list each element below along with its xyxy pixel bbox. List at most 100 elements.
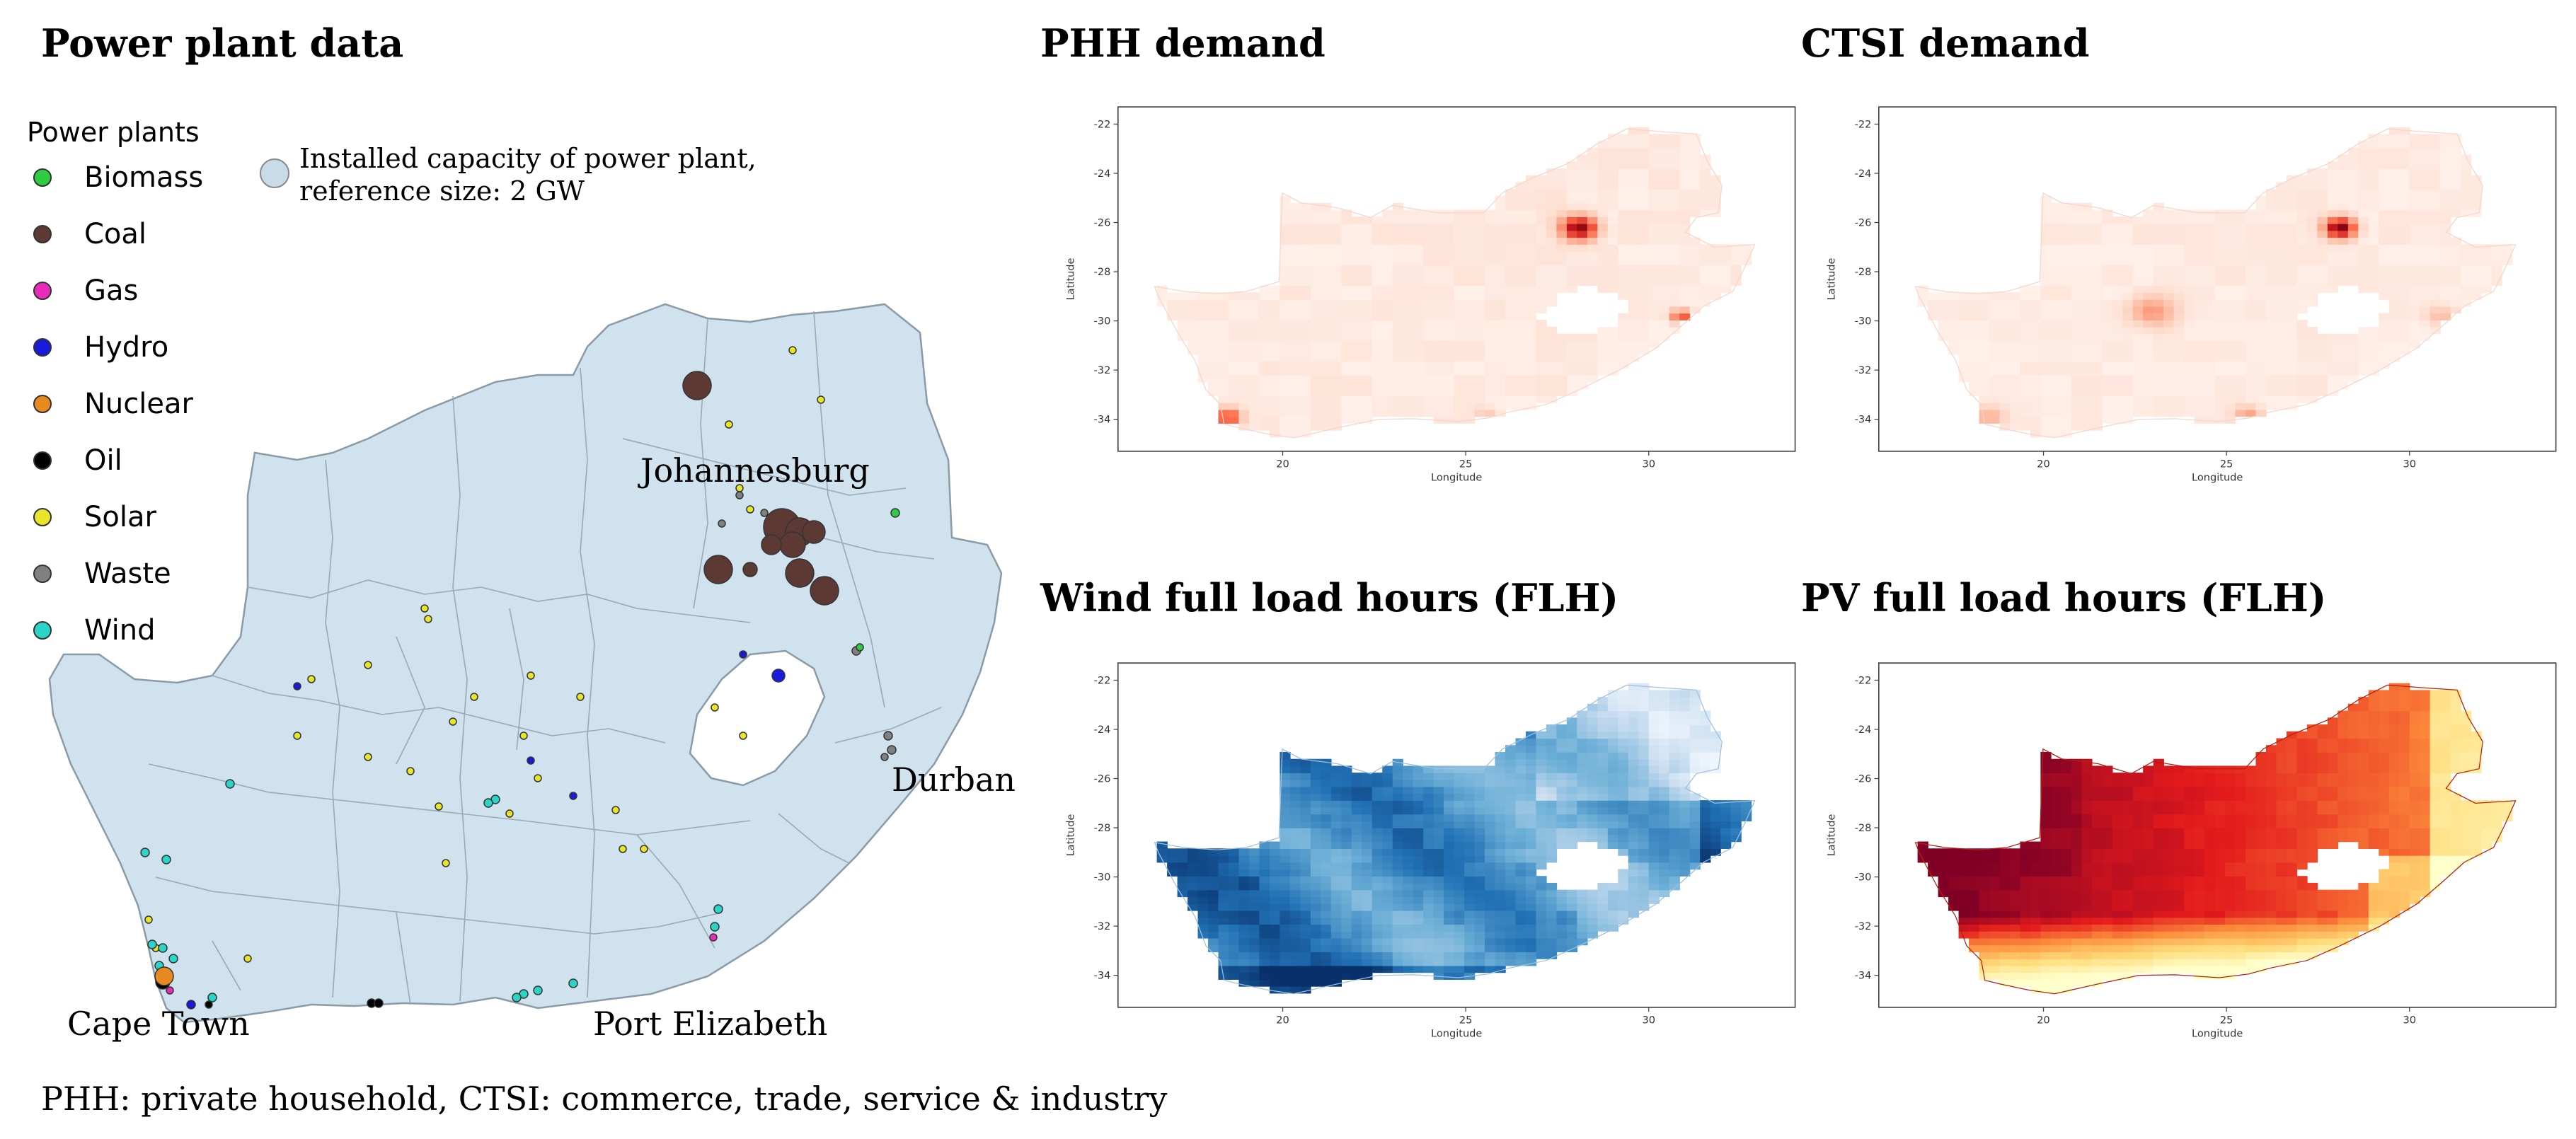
map-cell <box>1536 882 1547 891</box>
map-cell <box>1228 889 1240 898</box>
map-cell <box>1525 937 1537 946</box>
map-cell <box>1382 882 1393 891</box>
map-cell <box>1392 924 1403 932</box>
map-cell <box>1330 952 1342 959</box>
map-cell <box>2173 292 2185 300</box>
map-cell <box>1351 313 1362 320</box>
map-cell <box>1351 841 1362 849</box>
map-cell <box>2112 278 2123 287</box>
map-cell <box>2286 368 2298 376</box>
map-cell <box>1392 250 1403 259</box>
map-cell <box>1628 717 1639 725</box>
map-cell <box>1515 910 1526 918</box>
map-cell <box>1515 250 1526 259</box>
map-cell <box>1659 182 1670 190</box>
map-cell <box>1280 985 1291 994</box>
map-cell <box>1280 959 1291 966</box>
map-cell <box>2430 258 2441 266</box>
map-cell <box>2430 223 2441 231</box>
map-cell <box>1321 924 1332 932</box>
map-cell <box>1989 869 2001 877</box>
map-cell <box>1362 903 1373 911</box>
map-cell <box>2296 272 2308 279</box>
map-cell <box>2061 285 2072 293</box>
map-cell <box>1566 258 1578 266</box>
map-cell <box>1989 409 2001 417</box>
map-cell <box>1638 745 1650 753</box>
map-cell <box>1546 368 1558 376</box>
map-cell <box>1495 333 1506 342</box>
map-cell <box>1413 862 1424 870</box>
map-cell <box>1485 333 1496 342</box>
map-cell <box>1607 216 1619 224</box>
map-cell <box>2163 306 2175 314</box>
map-cell <box>2286 375 2298 383</box>
map-cell <box>1938 333 1949 342</box>
map-cell <box>1546 375 1558 383</box>
map-cell <box>1330 395 1342 403</box>
map-cell <box>2255 409 2267 417</box>
map-cell <box>1188 882 1199 891</box>
map-cell <box>2050 326 2062 335</box>
map-cell <box>1628 292 1639 300</box>
map-cell <box>1208 299 1219 307</box>
map-cell <box>1669 202 1680 211</box>
map-cell <box>1433 250 1444 259</box>
map-cell <box>2050 828 2062 836</box>
map-cell <box>1208 855 1219 863</box>
map-cell <box>2317 285 2328 293</box>
country-outline <box>1154 128 1756 439</box>
map-cell <box>1597 793 1609 801</box>
map-cell <box>1300 320 1311 328</box>
map-cell <box>1454 368 1465 376</box>
map-cell <box>2265 237 2277 245</box>
map-cell <box>1218 889 1229 898</box>
map-cell <box>1536 896 1547 904</box>
map-cell <box>1958 917 1970 925</box>
map-cell <box>1679 250 1691 259</box>
map-cell <box>2040 828 2052 836</box>
map-cell <box>1546 250 1558 259</box>
map-cell <box>2255 320 2267 328</box>
map-cell <box>1566 793 1578 801</box>
map-cell <box>1289 841 1301 849</box>
map-cell <box>1454 216 1465 224</box>
map-cell <box>1321 347 1332 355</box>
map-cell <box>1546 882 1558 891</box>
map-cell <box>1556 202 1568 211</box>
map-cell <box>2132 388 2144 396</box>
map-cell <box>2143 285 2154 293</box>
map-cell <box>1218 354 1229 362</box>
map-cell <box>1659 758 1670 767</box>
map-cell <box>2440 244 2451 252</box>
map-cell <box>2071 876 2083 884</box>
map-cell <box>2265 320 2277 328</box>
map-cell <box>2122 230 2134 238</box>
map-cell <box>1515 841 1526 849</box>
x-axis-label: Longitude <box>1431 471 1482 483</box>
map-cell <box>1433 924 1444 932</box>
map-cell <box>2317 230 2328 238</box>
map-cell <box>2276 250 2287 259</box>
map-cell <box>1259 375 1270 383</box>
map-cell <box>2163 216 2175 224</box>
map-cell <box>1300 869 1311 877</box>
map-cell <box>2071 937 2083 946</box>
map-cell <box>1928 313 1939 320</box>
map-cell <box>1423 841 1434 849</box>
map-cell <box>1485 230 1496 238</box>
map-cell <box>2050 862 2062 870</box>
map-cell <box>1454 230 1465 238</box>
map-cell <box>1330 793 1342 801</box>
map-cell <box>1362 862 1373 870</box>
map-cell <box>1495 814 1506 822</box>
map-cell <box>1269 896 1281 904</box>
map-cell <box>2286 250 2298 259</box>
map-cell <box>1495 237 1506 245</box>
map-cell <box>1546 758 1558 767</box>
map-cell <box>2153 409 2164 417</box>
map-cell <box>1938 848 1949 856</box>
map-cell <box>1362 299 1373 307</box>
map-cell <box>2091 313 2103 320</box>
plant-marker-coal <box>785 558 815 588</box>
